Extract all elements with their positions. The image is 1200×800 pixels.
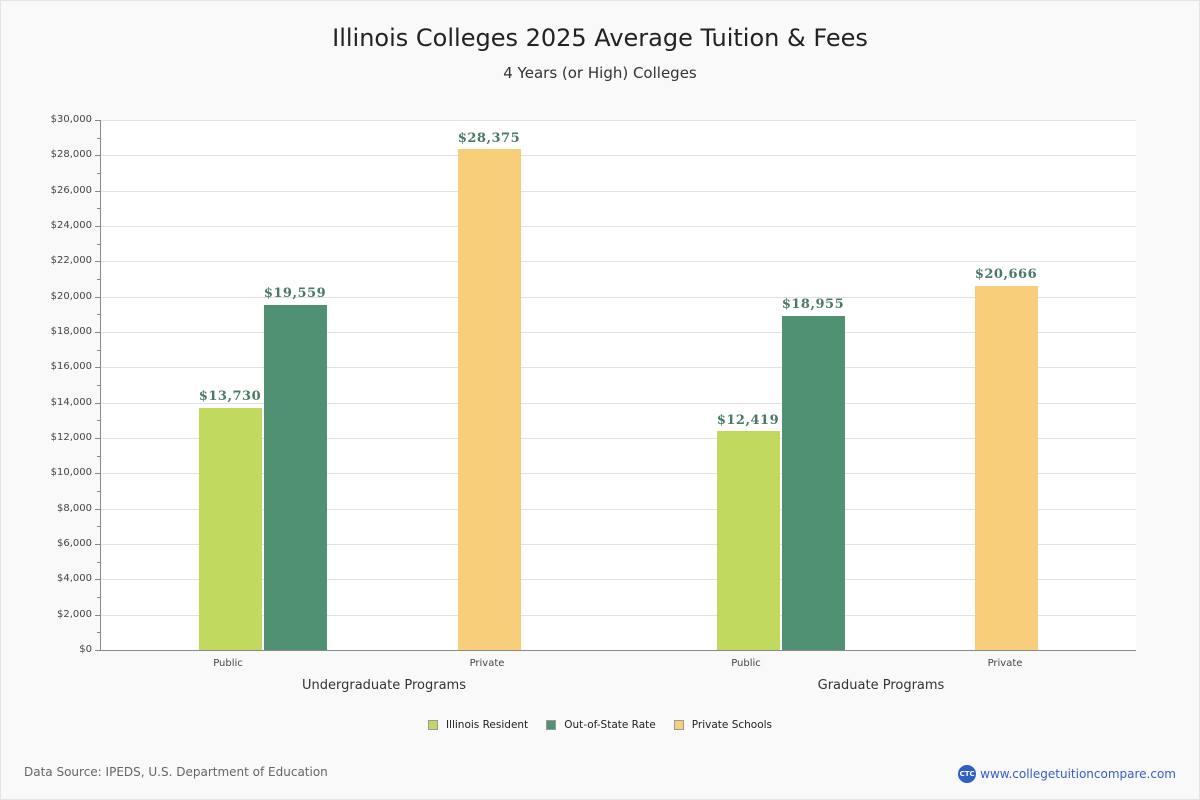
- y-tick-label: $0: [79, 644, 92, 655]
- y-minor-tick: [97, 562, 100, 563]
- x-category-label: Private: [469, 658, 505, 669]
- y-minor-tick: [97, 385, 100, 386]
- x-group-label-undergraduate: Undergraduate Programs: [302, 678, 466, 693]
- website-link[interactable]: CTC www.collegetuitioncompare.com: [958, 765, 1176, 783]
- y-minor-tick: [97, 526, 100, 527]
- y-tick-label: $10,000: [50, 467, 92, 478]
- legend: Illinois Resident Out-of-State Rate Priv…: [0, 719, 1200, 731]
- gridline: [100, 155, 1136, 156]
- legend-item-out-of-state[interactable]: Out-of-State Rate: [546, 719, 656, 731]
- y-tick-label: $4,000: [57, 573, 92, 584]
- bar-gr-public-outstate[interactable]: [782, 316, 845, 650]
- x-group-label-graduate: Graduate Programs: [817, 678, 945, 693]
- y-tick: [95, 120, 100, 121]
- y-tick-label: $6,000: [57, 538, 92, 549]
- x-axis: [100, 650, 1136, 651]
- y-tick: [95, 261, 100, 262]
- x-category-label: Public: [213, 658, 243, 669]
- y-minor-tick: [97, 350, 100, 351]
- gridline: [100, 191, 1136, 192]
- legend-swatch-icon: [673, 720, 684, 730]
- y-tick: [95, 226, 100, 227]
- bar-value-label: $13,730: [198, 389, 262, 404]
- legend-swatch-icon: [427, 720, 438, 730]
- gridline: [100, 332, 1136, 333]
- chart-title: Illinois Colleges 2025 Average Tuition &…: [332, 24, 868, 52]
- legend-item-private-schools[interactable]: Private Schools: [673, 719, 773, 731]
- y-tick: [95, 367, 100, 368]
- gridline: [100, 120, 1136, 121]
- y-minor-tick: [97, 420, 100, 421]
- y-tick-label: $8,000: [57, 503, 92, 514]
- legend-item-illinois-resident[interactable]: Illinois Resident: [427, 719, 529, 731]
- y-minor-tick: [97, 244, 100, 245]
- bar-ug-public-outstate[interactable]: [264, 305, 327, 650]
- gridline: [100, 297, 1136, 298]
- y-minor-tick: [97, 491, 100, 492]
- gridline: [100, 403, 1136, 404]
- bar-gr-public-resident[interactable]: [717, 431, 780, 650]
- y-minor-tick: [97, 138, 100, 139]
- y-minor-tick: [97, 208, 100, 209]
- bar-value-label: $28,375: [457, 131, 521, 146]
- y-minor-tick: [97, 173, 100, 174]
- legend-label: Out-of-State Rate: [564, 719, 656, 731]
- gridline: [100, 261, 1136, 262]
- bar-ug-private[interactable]: [458, 149, 521, 650]
- y-tick: [95, 297, 100, 298]
- gridline: [100, 544, 1136, 545]
- y-tick-label: $2,000: [57, 609, 92, 620]
- website-url: www.collegetuitioncompare.com: [980, 767, 1176, 781]
- legend-swatch-icon: [546, 720, 557, 730]
- y-tick: [95, 403, 100, 404]
- y-minor-tick: [97, 597, 100, 598]
- y-tick: [95, 438, 100, 439]
- ctc-logo-icon: CTC: [958, 765, 977, 783]
- bar-value-label: $19,559: [263, 286, 327, 301]
- y-tick-label: $18,000: [50, 326, 92, 337]
- data-source: Data Source: IPEDS, U.S. Department of E…: [24, 765, 328, 779]
- gridline: [100, 438, 1136, 439]
- gridline: [100, 579, 1136, 580]
- bar-value-label: $12,419: [716, 413, 780, 428]
- x-category-label: Private: [987, 658, 1023, 669]
- gridline: [100, 367, 1136, 368]
- bar-gr-private[interactable]: [975, 286, 1038, 650]
- y-tick-label: $20,000: [50, 291, 92, 302]
- gridline: [100, 226, 1136, 227]
- gridline: [100, 615, 1136, 616]
- y-tick-label: $28,000: [50, 149, 92, 160]
- y-tick-label: $22,000: [50, 255, 92, 266]
- y-tick: [95, 615, 100, 616]
- y-tick: [95, 332, 100, 333]
- y-tick-label: $24,000: [50, 220, 92, 231]
- y-axis: [100, 120, 101, 651]
- y-tick: [95, 155, 100, 156]
- y-minor-tick: [97, 456, 100, 457]
- y-tick: [95, 579, 100, 580]
- legend-label: Private Schools: [691, 719, 773, 731]
- legend-label: Illinois Resident: [445, 719, 529, 731]
- y-tick: [95, 544, 100, 545]
- y-tick-label: $16,000: [50, 361, 92, 372]
- y-tick-label: $26,000: [50, 185, 92, 196]
- y-tick-label: $14,000: [50, 397, 92, 408]
- y-tick: [95, 509, 100, 510]
- bar-value-label: $18,955: [781, 297, 845, 312]
- y-minor-tick: [97, 632, 100, 633]
- bar-ug-public-resident[interactable]: [199, 408, 262, 650]
- x-category-label: Public: [731, 658, 761, 669]
- y-tick: [95, 191, 100, 192]
- y-tick-label: $30,000: [50, 114, 92, 125]
- chart-subtitle: 4 Years (or High) Colleges: [503, 64, 697, 82]
- y-tick: [95, 650, 100, 651]
- gridline: [100, 473, 1136, 474]
- y-minor-tick: [97, 279, 100, 280]
- gridline: [100, 509, 1136, 510]
- y-tick: [95, 473, 100, 474]
- y-minor-tick: [97, 314, 100, 315]
- y-tick-label: $12,000: [50, 432, 92, 443]
- bar-value-label: $20,666: [974, 267, 1038, 282]
